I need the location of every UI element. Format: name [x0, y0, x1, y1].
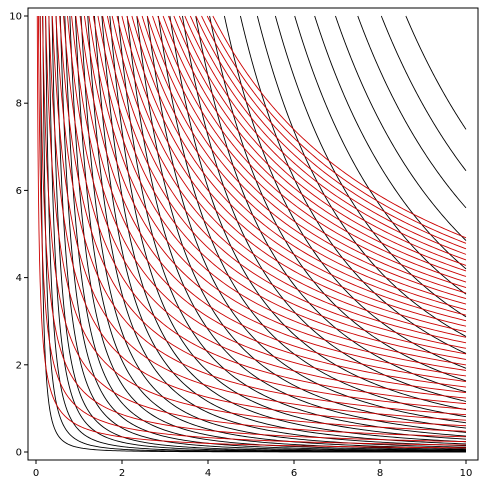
black-level-curve [69, 15, 467, 450]
black-level-curve [74, 15, 467, 449]
red-level-curve [71, 15, 467, 394]
black-level-curve [80, 15, 467, 448]
red-level-curve [37, 15, 467, 446]
red-level-curve [111, 15, 467, 344]
black-level-curve [87, 15, 467, 447]
black-level-curve [101, 15, 467, 443]
x-tick-label: 8 [377, 468, 383, 479]
black-level-curve [157, 15, 467, 418]
red-level-curve [79, 15, 467, 382]
black-curve-group [39, 15, 467, 453]
y-tick-label: 6 [16, 186, 22, 197]
red-level-curve [63, 15, 467, 405]
black-level-curve [59, 15, 467, 452]
black-level-curve [182, 15, 467, 402]
red-level-curve [195, 15, 467, 255]
red-curve-group [36, 15, 467, 449]
red-level-curve [42, 15, 467, 438]
red-level-curve [212, 15, 467, 239]
y-tick-label: 0 [16, 448, 22, 459]
black-level-curve [256, 15, 467, 337]
red-level-curve [152, 15, 467, 300]
red-level-curve [121, 15, 467, 333]
red-level-curve [97, 15, 467, 360]
red-level-curve [48, 15, 467, 427]
red-level-curve [75, 15, 467, 388]
red-level-curve [39, 15, 467, 443]
red-level-curve [126, 15, 467, 327]
red-level-curve [146, 15, 467, 305]
red-level-curve [45, 15, 467, 432]
black-level-curve [294, 15, 467, 295]
black-level-curve [274, 15, 467, 318]
black-level-curve [314, 15, 467, 270]
red-level-curve [59, 15, 467, 410]
x-tick-label: 6 [291, 468, 297, 479]
red-level-curve [92, 15, 467, 366]
y-tick-label: 8 [16, 99, 22, 110]
y-tick-label: 10 [9, 12, 22, 23]
red-level-curve [136, 15, 467, 316]
black-level-curve [195, 15, 467, 393]
y-tick-label: 4 [16, 273, 22, 284]
x-tick-label: 10 [460, 468, 473, 479]
red-level-curve [189, 15, 467, 261]
black-level-curve [405, 15, 467, 130]
black-level-curve [357, 15, 467, 209]
red-level-curve [162, 15, 467, 288]
x-tick-label: 0 [33, 468, 39, 479]
red-level-curve [55, 15, 467, 416]
black-level-curve [169, 15, 467, 411]
red-level-curve [157, 15, 467, 294]
red-level-curve [131, 15, 467, 322]
black-level-curve [55, 15, 467, 452]
red-level-curve [141, 15, 467, 311]
x-tick-label: 4 [205, 468, 211, 479]
black-level-curve [51, 15, 467, 452]
red-level-curve [116, 15, 467, 338]
red-level-curve [201, 15, 467, 250]
red-level-curve [36, 15, 467, 449]
red-level-curve [88, 15, 467, 371]
black-level-curve [109, 15, 467, 440]
red-level-curve [102, 15, 467, 355]
black-level-curve [94, 15, 467, 445]
y-tick-label: 2 [16, 360, 22, 371]
red-level-curve [106, 15, 467, 349]
red-level-curve [206, 15, 467, 244]
black-level-curve [136, 15, 467, 429]
plot-frame [27, 7, 479, 461]
y-axis-ticks: 0 2 4 6 8 10 [9, 12, 28, 459]
black-level-curve [239, 15, 467, 354]
red-level-curve [173, 15, 467, 277]
red-level-curve [67, 15, 467, 399]
red-level-curve [168, 15, 467, 283]
black-level-curve [335, 15, 467, 241]
x-tick-label: 2 [119, 468, 125, 479]
x-axis-ticks: 0 2 4 6 8 10 [33, 460, 473, 479]
red-level-curve [83, 15, 467, 377]
black-level-curve [380, 15, 467, 172]
red-level-curve [184, 15, 467, 266]
red-level-curve [51, 15, 467, 421]
black-level-curve [64, 15, 467, 451]
red-level-curve [178, 15, 467, 272]
